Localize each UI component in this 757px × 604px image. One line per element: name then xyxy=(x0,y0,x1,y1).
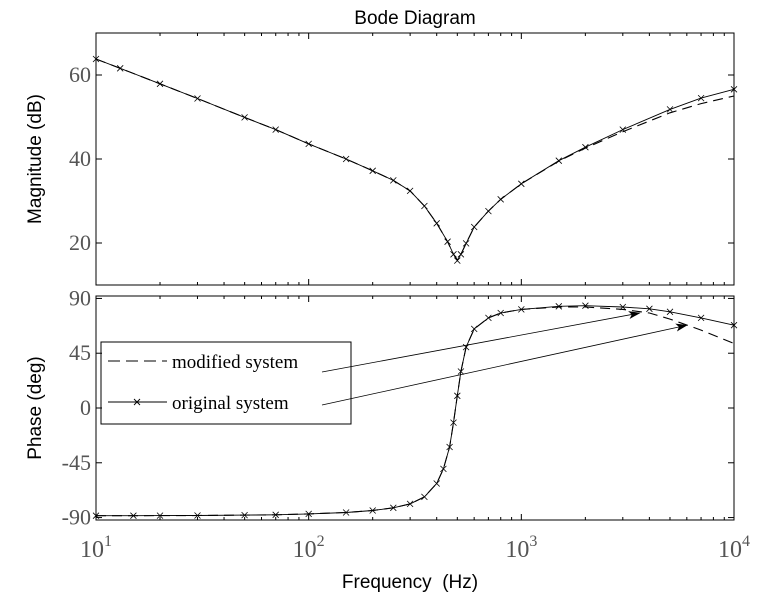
phase-original-point xyxy=(619,303,627,311)
legend-box xyxy=(100,341,352,425)
phase-original-point xyxy=(390,504,397,512)
magnitude-original-point xyxy=(730,86,738,93)
magnitude-original-point xyxy=(555,157,563,164)
magnitude-original-point xyxy=(450,251,457,258)
magnitude-series-original-line xyxy=(95,58,735,262)
phase-original-point xyxy=(342,509,350,516)
magnitude-original-point xyxy=(457,251,465,258)
magnitude-original-point xyxy=(454,257,461,264)
magnitude-original-point xyxy=(406,187,414,195)
phase-original-point xyxy=(406,500,414,508)
phase-original-point xyxy=(457,368,465,375)
phase-original-point xyxy=(497,309,504,317)
magnitude-series-modified-line xyxy=(95,58,735,261)
magnitude-original-point xyxy=(666,106,674,113)
phase-original-point xyxy=(454,392,461,400)
phase-original-point xyxy=(555,303,563,310)
phase-original-point xyxy=(433,480,440,487)
chart-marks: 20 40 60 -90 -45 0 45 90 101 102 103 104 xyxy=(62,33,750,563)
xtick-label: 104 xyxy=(718,533,750,563)
magnitude-original-point xyxy=(156,80,164,88)
magnitude-panel: Magnitude (dB) xyxy=(25,32,735,286)
magnitude-original-point xyxy=(485,207,492,215)
magnitude-original-point xyxy=(470,223,478,231)
phase-original-point xyxy=(485,314,492,322)
arrow-original xyxy=(321,323,688,406)
magnitude-original-point xyxy=(444,238,451,245)
phase-original-point xyxy=(130,512,137,519)
legend: modified system original system xyxy=(100,341,352,425)
phase-original-point xyxy=(450,419,457,426)
legend-label-modified: modified system xyxy=(172,352,298,373)
magnitude-original-point xyxy=(433,220,440,227)
phase-original-point xyxy=(666,308,674,316)
magnitude-original-point xyxy=(194,95,201,102)
magnitude-original-point xyxy=(619,126,627,133)
magnitude-ylabel: Magnitude (dB) xyxy=(25,94,46,224)
phase-original-point xyxy=(92,512,100,519)
phase-original-point xyxy=(156,512,164,519)
phase-series-original-line xyxy=(96,305,735,517)
magnitude-original-point xyxy=(116,65,124,72)
xtick-label: 102 xyxy=(293,533,325,563)
magnitude-original-point xyxy=(462,240,470,247)
phase-ytick-label: 45 xyxy=(69,340,91,365)
phase-ytick-label: -90 xyxy=(62,505,91,530)
phase-original-point xyxy=(470,325,478,333)
magnitude-original-point xyxy=(421,202,428,210)
phase-original-point xyxy=(646,305,653,313)
magnitude-original-point xyxy=(305,140,312,148)
phase-original-point xyxy=(272,511,279,519)
magnitude-original-point xyxy=(241,114,248,121)
phase-original-point xyxy=(446,443,453,451)
magnitude-original-point xyxy=(390,177,397,184)
phase-original-point xyxy=(697,314,705,322)
phase-original-point xyxy=(518,306,525,313)
phase-original-point xyxy=(421,493,428,501)
magnitude-ytick-label: 60 xyxy=(69,62,91,87)
phase-original-point xyxy=(440,465,447,473)
magnitude-original-point xyxy=(497,196,504,203)
phase-original-point xyxy=(582,302,589,309)
frequency-xlabel: Frequency (Hz) xyxy=(342,572,478,593)
chart-title: Bode Diagram xyxy=(354,8,475,29)
legend-label-original: original system xyxy=(172,393,289,414)
magnitude-axes-box xyxy=(95,32,735,286)
xtick-label: 103 xyxy=(505,533,537,563)
magnitude-ytick-label: 40 xyxy=(69,146,91,171)
magnitude-original-point xyxy=(697,94,705,102)
magnitude-original-point xyxy=(582,143,589,151)
phase-ylabel: Phase (deg) xyxy=(25,356,46,460)
phase-original-point xyxy=(305,510,312,518)
phase-original-point xyxy=(369,507,376,514)
phase-ytick-label: -45 xyxy=(62,450,91,475)
arrow-modified xyxy=(321,311,641,373)
phase-original-point xyxy=(194,512,201,519)
phase-ytick-label: 90 xyxy=(69,285,91,310)
magnitude-original-point xyxy=(342,155,350,163)
legend-marker-original xyxy=(133,398,141,406)
phase-original-point xyxy=(241,511,248,519)
magnitude-ytick-label: 20 xyxy=(69,230,91,255)
phase-ytick-label: 0 xyxy=(80,395,91,420)
xtick-label: 101 xyxy=(80,533,112,563)
magnitude-original-point xyxy=(272,126,279,133)
magnitude-original-point xyxy=(92,55,100,63)
magnitude-original-point xyxy=(369,167,376,175)
magnitude-original-point xyxy=(518,180,525,188)
phase-original-point xyxy=(730,321,738,329)
